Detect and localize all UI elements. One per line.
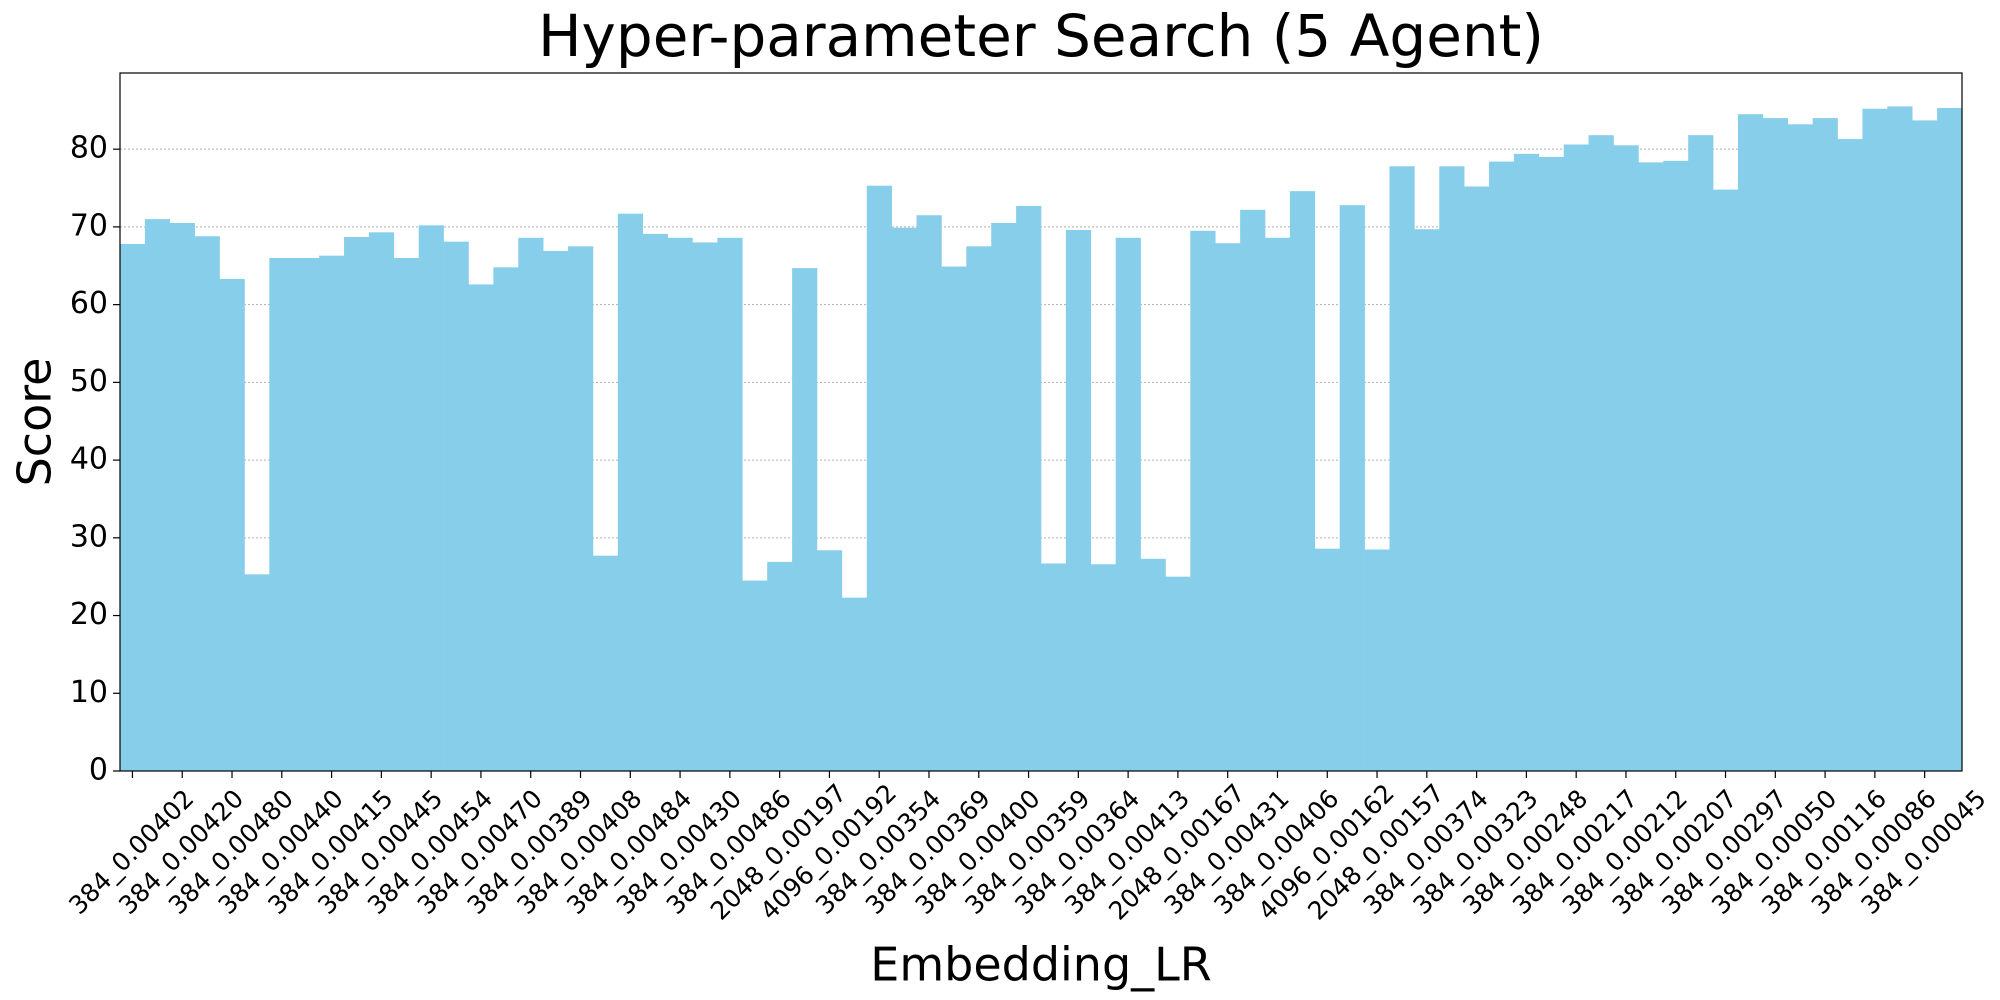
- bar: [1339, 205, 1365, 772]
- bar: [294, 257, 320, 772]
- bar: [493, 267, 519, 771]
- bar: [667, 237, 693, 772]
- bar: [1787, 124, 1813, 772]
- bar: [144, 219, 171, 772]
- bar: [1638, 162, 1664, 772]
- bar: [841, 597, 868, 771]
- y-tick-label: 60: [70, 286, 108, 321]
- bar: [1513, 153, 1540, 772]
- bar: [194, 236, 220, 772]
- bar: [418, 225, 444, 772]
- bar: [368, 232, 395, 771]
- y-tick-label: 40: [70, 442, 108, 477]
- bar: [1464, 186, 1490, 772]
- bar: [269, 257, 295, 772]
- bar: [1414, 229, 1440, 771]
- bar: [1937, 107, 1963, 772]
- bar: [344, 237, 370, 771]
- bar: [1912, 120, 1938, 772]
- bar: [120, 244, 146, 772]
- chart-title: Hyper-parameter Search (5 Agent): [538, 2, 1544, 70]
- y-tick-label: 20: [70, 597, 108, 632]
- y-tick-label: 10: [70, 675, 108, 710]
- bar: [966, 246, 992, 771]
- bar: [1364, 549, 1390, 771]
- bar: [692, 242, 718, 772]
- bar: [1737, 114, 1764, 772]
- bar: [1016, 205, 1042, 771]
- bar: [319, 255, 345, 771]
- bar: [1613, 145, 1639, 772]
- bar: [1439, 166, 1465, 772]
- bar: [617, 213, 644, 771]
- bar: [1065, 230, 1092, 772]
- bar: [1812, 118, 1838, 772]
- bar: [1215, 243, 1241, 771]
- bar: [792, 268, 818, 771]
- bar: [1663, 160, 1689, 772]
- y-tick-label: 30: [70, 519, 108, 554]
- bar: [244, 574, 270, 771]
- bar: [1862, 108, 1888, 772]
- bar: [866, 185, 892, 772]
- bar: [742, 580, 768, 771]
- bar: [1563, 144, 1589, 772]
- bar: [1289, 191, 1316, 772]
- bar: [1041, 563, 1067, 771]
- bar: [991, 223, 1017, 771]
- bar: [169, 223, 195, 771]
- bar: [1389, 166, 1415, 772]
- bar: [1837, 139, 1863, 772]
- bar: [1489, 161, 1515, 772]
- bar: [1265, 237, 1291, 772]
- y-tick-label: 0: [89, 753, 108, 788]
- bar: [1762, 118, 1789, 772]
- bar: [816, 550, 843, 771]
- bar: [767, 561, 793, 771]
- bar: [1538, 156, 1565, 772]
- bar: [543, 250, 569, 771]
- y-tick-label: 50: [70, 364, 108, 399]
- bar: [1713, 189, 1739, 772]
- bar: [717, 237, 743, 772]
- bar: [1688, 135, 1714, 772]
- bar: [219, 278, 245, 771]
- bar: [916, 215, 942, 771]
- bar: [518, 237, 544, 772]
- bar: [1887, 106, 1913, 772]
- bar: [443, 241, 469, 771]
- bar: [1090, 564, 1116, 771]
- bar: [568, 246, 594, 771]
- bar: [1588, 135, 1614, 772]
- bar: [468, 284, 494, 771]
- bar: [1165, 576, 1191, 771]
- bar: [393, 257, 420, 772]
- bar: [1190, 230, 1216, 771]
- bar: [592, 555, 619, 771]
- bar: [642, 233, 668, 771]
- bar: [891, 227, 917, 771]
- x-axis-label: Embedding_LR: [870, 938, 1212, 992]
- bar: [1115, 237, 1141, 772]
- bar: [1140, 558, 1166, 771]
- plot-frame: [119, 72, 1963, 772]
- y-tick-label: 80: [70, 131, 108, 166]
- bar: [1314, 548, 1341, 771]
- y-tick-label: 70: [70, 208, 108, 243]
- bar: [1240, 209, 1266, 772]
- y-axis-label: Score: [8, 358, 62, 487]
- bar: [941, 266, 967, 771]
